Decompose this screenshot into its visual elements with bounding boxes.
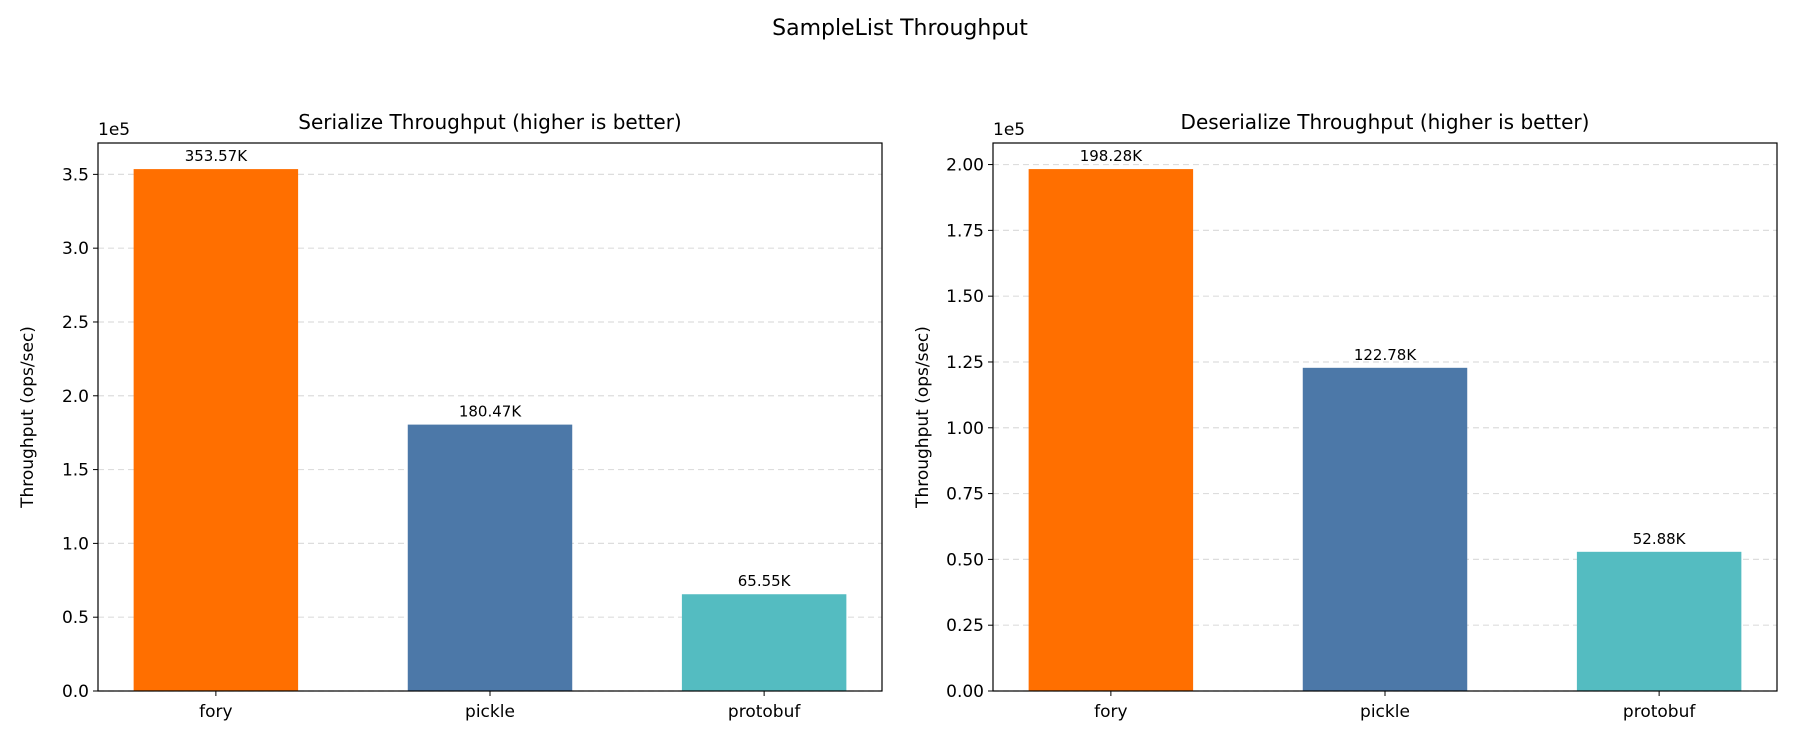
bar-protobuf: [681, 594, 847, 691]
y-tick-label: 1.5: [62, 461, 89, 481]
bar-pickle: [407, 424, 573, 691]
y-tick-label: 1.00: [946, 419, 984, 439]
y-offset-label: 1e5: [98, 120, 130, 140]
subplot-title: Deserialize Throughput (higher is better…: [1181, 110, 1590, 134]
bar-protobuf: [1576, 551, 1742, 691]
y-tick-label: 2.00: [946, 156, 984, 176]
data-label: 65.55K: [738, 572, 792, 590]
y-tick-label: 1.75: [946, 221, 984, 241]
x-tick-label: fory: [199, 702, 232, 722]
y-tick-label: 1.50: [946, 287, 984, 307]
subplot-title: Serialize Throughput (higher is better): [298, 110, 681, 134]
y-tick-label: 0.75: [946, 485, 984, 505]
y-tick-label: 2.0: [62, 387, 89, 407]
y-tick-label: 0.50: [946, 550, 984, 570]
axes-frame: [992, 142, 1778, 692]
y-tick-label: 1.25: [946, 353, 984, 373]
data-label: 122.78K: [1354, 346, 1417, 364]
x-tick-label: pickle: [465, 702, 515, 722]
y-tick-label: 0.0: [62, 682, 89, 702]
figure-title: SampleList Throughput: [772, 16, 1028, 41]
y-tick-label: 3.5: [62, 165, 89, 185]
data-label: 353.57K: [185, 147, 248, 165]
data-label: 198.28K: [1080, 147, 1143, 165]
x-tick-label: protobuf: [1623, 702, 1696, 722]
y-tick-label: 3.0: [62, 239, 89, 259]
y-tick-label: 0.5: [62, 608, 89, 628]
data-label: 180.47K: [459, 403, 522, 421]
x-tick-label: fory: [1094, 702, 1127, 722]
x-tick-label: protobuf: [728, 702, 801, 722]
axes-frame: [97, 142, 883, 692]
data-label: 52.88K: [1633, 530, 1687, 548]
y-tick-label: 2.5: [62, 313, 89, 333]
y-axis-label: Throughput (ops/sec): [18, 326, 38, 509]
bar-fory: [133, 169, 299, 691]
y-tick-label: 0.00: [946, 682, 984, 702]
y-tick-label: 1.0: [62, 534, 89, 554]
bar-pickle: [1302, 367, 1468, 691]
bar-fory: [1028, 169, 1194, 691]
x-tick-label: pickle: [1360, 702, 1410, 722]
y-tick-label: 0.25: [946, 616, 984, 636]
y-offset-label: 1e5: [993, 120, 1025, 140]
y-axis-label: Throughput (ops/sec): [913, 326, 933, 509]
